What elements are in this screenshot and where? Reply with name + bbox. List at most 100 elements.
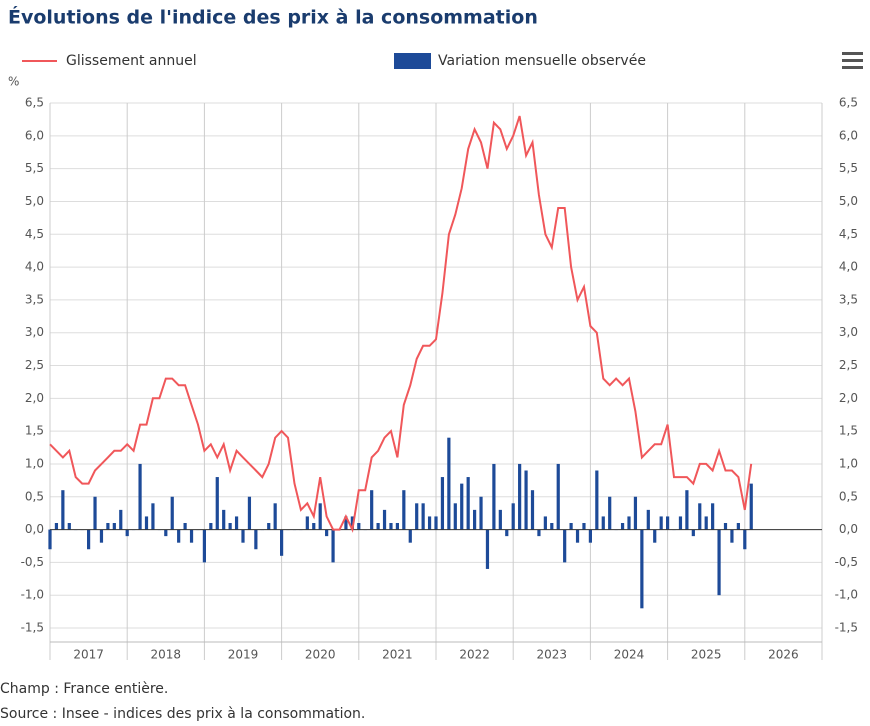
y2-tick-label: 5,0 xyxy=(839,194,858,208)
bar xyxy=(595,470,599,530)
bar xyxy=(717,529,721,596)
bar xyxy=(440,477,445,530)
bar xyxy=(698,503,702,530)
bar xyxy=(382,509,387,530)
bar xyxy=(318,503,322,530)
bar xyxy=(466,477,470,530)
x-tick-label: 2023 xyxy=(537,648,568,662)
bar xyxy=(485,529,490,569)
bar xyxy=(241,529,245,543)
bar xyxy=(711,503,715,530)
y2-tick-label: 1,0 xyxy=(839,456,858,470)
y-tick-label: 5,0 xyxy=(25,194,44,208)
bar xyxy=(395,523,399,530)
line xyxy=(49,115,753,533)
bar xyxy=(144,516,149,530)
y2-tick-label: 4,0 xyxy=(839,260,858,274)
bar xyxy=(588,529,592,543)
bar xyxy=(67,523,71,530)
x-tick-label: 2020 xyxy=(305,648,336,662)
x-tick-label: 2021 xyxy=(382,648,413,662)
menu-button[interactable] xyxy=(842,52,863,69)
bar xyxy=(460,483,464,530)
y2-tick-label: 5,5 xyxy=(839,161,858,175)
bar xyxy=(215,477,219,530)
bar xyxy=(601,516,605,530)
bar xyxy=(640,529,644,609)
y-tick-label: 4,0 xyxy=(25,260,44,274)
bar xyxy=(370,490,374,530)
bar xyxy=(273,503,277,530)
bar xyxy=(511,503,515,530)
bar xyxy=(415,503,419,530)
bar xyxy=(99,529,104,543)
y-tick-label: 1,0 xyxy=(25,456,44,470)
y-tick-label: 4,5 xyxy=(25,227,44,241)
bar xyxy=(177,529,181,543)
bar xyxy=(280,529,284,556)
bar xyxy=(646,509,650,530)
y2-tick-label: 4,5 xyxy=(839,227,858,241)
bar xyxy=(93,496,97,530)
bar xyxy=(325,529,329,537)
x-tick-label: 2019 xyxy=(228,648,259,662)
legend-symbol xyxy=(394,53,431,69)
y-tick-label: 6,0 xyxy=(25,128,44,142)
bar xyxy=(125,529,129,537)
bar xyxy=(723,523,728,530)
bar xyxy=(569,523,573,530)
bar xyxy=(678,516,683,530)
bar xyxy=(228,523,232,530)
x-tick-label: 2024 xyxy=(614,648,645,662)
bar xyxy=(659,516,663,530)
bar xyxy=(518,463,522,530)
bar xyxy=(704,516,708,530)
bar xyxy=(247,496,252,530)
y2-tick-label: 2,5 xyxy=(839,358,858,372)
bar xyxy=(492,463,496,530)
bar xyxy=(87,529,91,550)
bar xyxy=(222,509,226,530)
bar xyxy=(350,516,354,530)
bar xyxy=(267,523,271,530)
y2-tick-label: 6,0 xyxy=(839,128,858,142)
bar xyxy=(189,529,194,543)
bar xyxy=(627,516,631,530)
x-tick-label: 2022 xyxy=(459,648,490,662)
y2-tick-label: 3,5 xyxy=(839,292,858,306)
bar xyxy=(743,529,747,550)
bar xyxy=(524,470,528,530)
x-tick-label: 2018 xyxy=(151,648,182,662)
footnote: Source : Insee - indices des prix à la c… xyxy=(0,706,365,722)
bar xyxy=(498,509,502,530)
bar xyxy=(453,503,457,530)
bar xyxy=(170,496,174,530)
bar xyxy=(234,516,239,530)
y2-tick-label: 0,5 xyxy=(839,489,858,503)
y-tick-label: 2,5 xyxy=(25,358,44,372)
bar xyxy=(550,523,554,530)
bar xyxy=(61,490,65,530)
bar xyxy=(112,523,116,530)
bar xyxy=(608,496,612,530)
legend-label[interactable]: Variation mensuelle observée xyxy=(438,53,646,69)
bar xyxy=(543,516,547,530)
bar xyxy=(530,490,535,530)
y-tick-label: 0,0 xyxy=(25,522,44,536)
y-tick-label: -1,5 xyxy=(21,621,44,635)
x-tick-label: 2017 xyxy=(73,648,104,662)
x-tick-label: 2025 xyxy=(691,648,722,662)
bar xyxy=(666,516,670,530)
bar xyxy=(736,523,740,530)
bar xyxy=(408,529,412,543)
bar xyxy=(202,529,206,563)
x-tick-label: 2026 xyxy=(768,648,799,662)
bar xyxy=(183,523,187,530)
y-tick-label: 6,5 xyxy=(25,96,44,110)
bar xyxy=(749,483,753,530)
legend-label[interactable]: Glissement annuel xyxy=(66,53,197,69)
bar xyxy=(151,503,155,530)
bar xyxy=(582,523,586,530)
y2-tick-label: 1,5 xyxy=(839,424,858,438)
